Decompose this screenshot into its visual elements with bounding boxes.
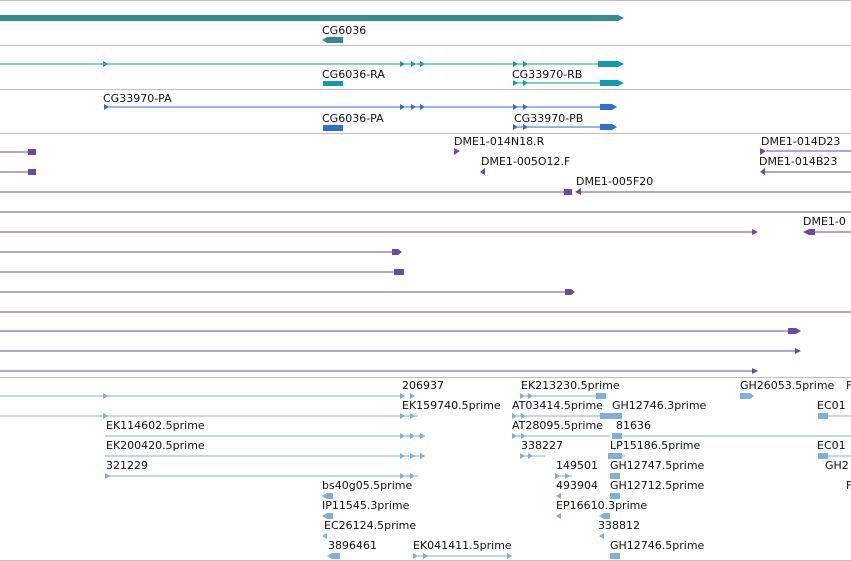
est-label: GH12746.5prime [610, 539, 705, 552]
clone-label: DME1-014N18.R [454, 135, 545, 148]
est-feature[interactable] [599, 513, 610, 519]
transcript-feature-cg33970-rb[interactable] [513, 80, 624, 86]
est-label: EC26124.5prime [324, 519, 416, 532]
est-feature[interactable] [818, 413, 851, 419]
protein-label: CG33970-PA [103, 92, 172, 105]
est-label: EK159740.5prime [402, 399, 501, 412]
est-feature[interactable] [520, 453, 545, 459]
est-label: 338227 [521, 439, 563, 452]
est-label: EC01 [817, 399, 846, 412]
est-feature[interactable] [555, 473, 572, 479]
est-label: 206937 [402, 379, 444, 392]
transcript-feature-cg6036-ra[interactable] [323, 81, 343, 86]
clone-feature[interactable] [803, 229, 851, 235]
est-label: EK114602.5prime [106, 419, 205, 432]
transcript-label: CG33970-RB [512, 68, 582, 81]
clone-feature[interactable] [0, 169, 36, 175]
est-label: F [846, 379, 851, 392]
est-feature[interactable] [0, 413, 418, 419]
est-feature[interactable] [105, 453, 425, 459]
est-label: 81636 [616, 419, 651, 432]
transcript-label: CG6036-RA [322, 68, 385, 81]
est-feature[interactable] [322, 493, 333, 499]
est-label: EK200420.5prime [106, 439, 205, 452]
clone-feature[interactable] [0, 188, 851, 195]
clone-feature[interactable] [0, 348, 801, 354]
est-feature[interactable] [608, 453, 625, 459]
est-label: GH12746.3prime [612, 399, 707, 412]
clone-feature[interactable] [0, 289, 575, 295]
est-label: GH2 [825, 459, 849, 472]
gene-label: CG6036 [322, 24, 366, 37]
est-label: 149501 [556, 459, 598, 472]
est-feature[interactable] [610, 553, 620, 559]
est-label: IP11545.3prime [322, 499, 410, 512]
est-track: 206937 EK213230.5prime GH26053.5prime F … [0, 379, 851, 559]
transcript-track: CG6036-RA CG33970-RB [0, 61, 624, 86]
est-label: LP15186.5prime [610, 439, 701, 452]
est-feature[interactable] [322, 533, 327, 539]
est-feature[interactable] [556, 493, 561, 499]
est-feature[interactable] [520, 393, 606, 399]
est-feature[interactable] [818, 453, 851, 459]
est-label: bs40g05.5prime [322, 479, 412, 492]
protein-track: CG33970-PA CG6036-PA CG33970-PB [103, 92, 617, 131]
est-feature[interactable] [599, 533, 604, 539]
est-feature[interactable] [740, 393, 754, 399]
est-label: 493904 [556, 479, 598, 492]
est-label: 338812 [598, 519, 640, 532]
clone-label: DME1-005F20 [576, 175, 653, 188]
est-label: 321229 [106, 459, 148, 472]
est-label: EK041411.5prime [413, 539, 512, 552]
gene-feature[interactable] [0, 15, 624, 21]
clone-feature[interactable] [0, 249, 402, 255]
clone-label: DME1-014D23 [761, 135, 840, 148]
est-label: AT03414.5prime [512, 399, 603, 412]
gene-track: CG6036 [0, 15, 624, 43]
clone-feature[interactable] [0, 149, 36, 155]
clone-track: DME1-014N18.R DME1-014D23 DME1-005O12.F … [0, 135, 851, 374]
est-label: GH26053.5prime [740, 379, 835, 392]
protein-label: CG33970-PB [514, 112, 583, 125]
est-label: GH12712.5prime [610, 479, 705, 492]
est-feature[interactable] [556, 513, 561, 519]
est-feature[interactable] [612, 433, 851, 439]
est-label: EC01 [817, 439, 846, 452]
protein-feature-cg33970-pa[interactable] [104, 104, 617, 110]
clone-feature[interactable] [0, 328, 801, 334]
est-label: GH12747.5prime [610, 459, 705, 472]
est-feature[interactable] [0, 393, 415, 399]
est-label: 3896461 [328, 539, 377, 552]
protein-label: CG6036-PA [322, 112, 384, 125]
est-feature[interactable] [512, 413, 612, 419]
clone-feature[interactable] [0, 368, 758, 374]
est-feature[interactable] [322, 513, 333, 519]
est-feature[interactable] [612, 413, 622, 419]
clone-label: DME1-014B23 [759, 155, 837, 168]
est-feature[interactable] [327, 553, 340, 559]
protein-feature-cg6036-pa[interactable] [323, 125, 343, 131]
est-label: EK213230.5prime [521, 379, 620, 392]
clone-feature[interactable] [0, 229, 758, 235]
protein-feature-cg33970-pb[interactable] [513, 124, 617, 130]
est-label: F [846, 479, 851, 492]
clone-feature[interactable] [0, 269, 404, 275]
est-feature[interactable] [413, 553, 512, 559]
clone-label: DME1-0 [803, 215, 846, 228]
clone-label: DME1-005O12.F [481, 155, 570, 168]
clone-feature[interactable] [480, 168, 485, 175]
est-label: EP16610.3prime [556, 499, 647, 512]
clone-feature[interactable] [760, 148, 851, 155]
est-feature[interactable] [512, 433, 610, 439]
gene-feature-cg6036[interactable] [322, 37, 343, 43]
est-feature[interactable] [610, 493, 620, 499]
est-label: AT28095.5prime [512, 419, 603, 432]
est-feature[interactable] [105, 433, 425, 439]
clone-feature[interactable] [454, 148, 460, 155]
transcript-feature[interactable] [0, 61, 624, 67]
clone-feature[interactable] [760, 168, 851, 175]
est-feature[interactable] [610, 473, 620, 479]
est-feature[interactable] [105, 473, 418, 479]
